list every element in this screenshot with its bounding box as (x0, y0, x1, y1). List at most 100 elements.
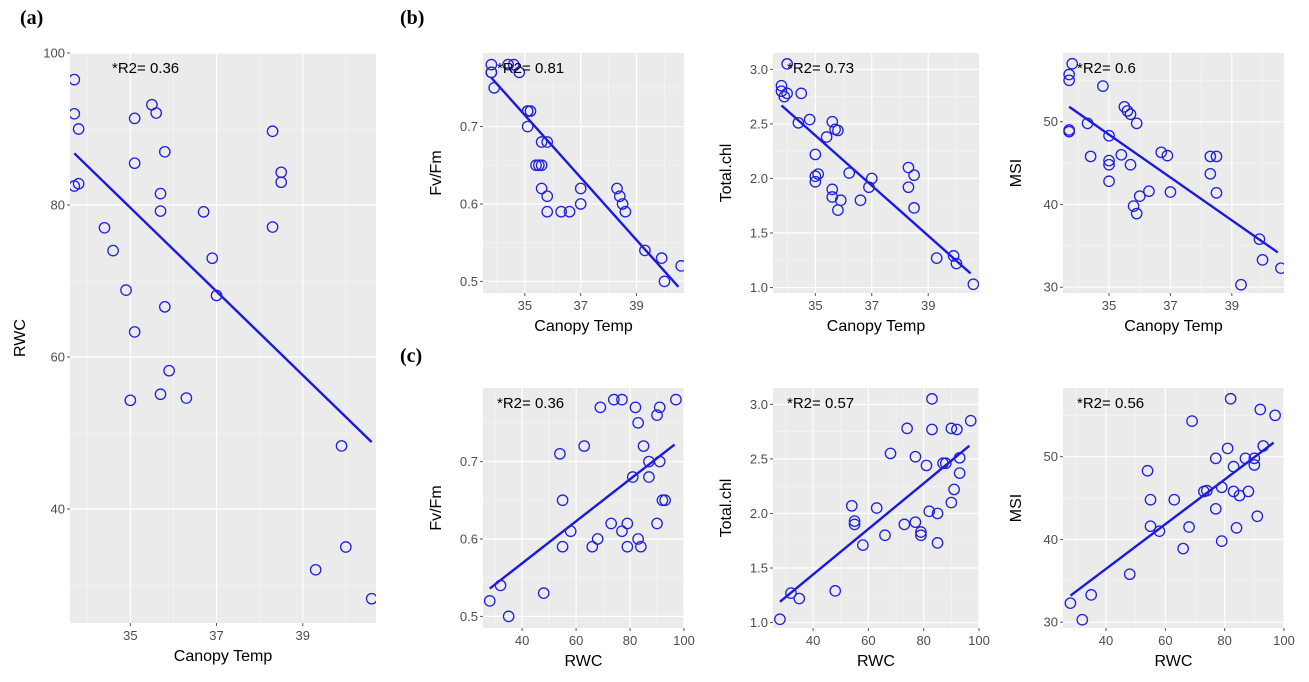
data-point (206, 252, 219, 265)
y-tick-label: 1.5 (750, 561, 768, 576)
data-point (128, 112, 141, 125)
x-tick-label: 39 (921, 298, 935, 313)
data-point (1063, 68, 1075, 81)
data-point (163, 364, 175, 377)
data-point (1124, 158, 1137, 171)
data-point (781, 58, 793, 70)
data-point (621, 517, 634, 530)
data-point (1153, 525, 1166, 538)
data-point (1230, 522, 1243, 534)
data-layer (485, 58, 684, 288)
data-point (608, 393, 620, 406)
x-tick-label: 37 (573, 298, 587, 313)
x-axis-title: Canopy Temp (1124, 318, 1223, 335)
data-point (339, 541, 352, 553)
data-point (70, 107, 81, 120)
data-point (70, 73, 81, 86)
data-point (530, 159, 542, 172)
data-point (632, 416, 644, 429)
panel-label-c: (c) (400, 345, 422, 367)
x-axis-title: Canopy Temp (174, 648, 273, 665)
data-point (616, 198, 629, 210)
data-point (639, 244, 651, 257)
data-point (1201, 484, 1213, 497)
x-tick-label: 100 (968, 633, 990, 648)
r2-annotation: *R2= 0.73 (787, 60, 854, 77)
chart-b3: 35 37 39 30 40 50 Canopy Temp MSI *R2= 0.6 (1008, 53, 1284, 335)
x-tick-label: 39 (1225, 298, 1239, 313)
data-point (947, 250, 960, 262)
data-point (781, 87, 793, 100)
data-point (502, 610, 515, 623)
panel-label-b: (b) (400, 7, 424, 29)
data-point (1168, 493, 1181, 506)
data-point (879, 529, 891, 542)
data-point (158, 145, 171, 158)
data-point (1127, 200, 1140, 212)
data-point (931, 507, 944, 520)
data-point (658, 275, 671, 288)
r2-annotation: *R2= 0.36 (112, 60, 179, 77)
data-point (792, 116, 805, 129)
data-point (909, 450, 922, 463)
data-point (197, 205, 210, 218)
y-tick-label: 2.5 (750, 116, 768, 131)
data-point (826, 183, 839, 196)
data-point (1076, 613, 1089, 626)
data-point (832, 124, 844, 137)
x-tick-label: 80 (623, 633, 637, 648)
r2-annotation: *R2= 0.81 (497, 60, 564, 77)
y-tick-label: 0.7 (460, 119, 478, 134)
y-tick-label: 1.0 (750, 280, 768, 295)
gridlines (70, 53, 376, 623)
data-point (1097, 80, 1109, 92)
data-point (931, 537, 944, 549)
data-layer (483, 393, 682, 623)
data-point (621, 540, 634, 553)
data-point (670, 393, 682, 406)
data-point (488, 81, 501, 94)
data-point (555, 205, 568, 218)
y-axis-title: Fv/Fm (428, 150, 445, 195)
data-point (1123, 568, 1136, 581)
regression-line (780, 104, 972, 275)
data-point (107, 244, 119, 257)
data-point (1275, 262, 1284, 275)
data-point (829, 585, 842, 597)
data-point (953, 451, 966, 464)
data-point (843, 167, 856, 179)
y-tick-label: 0.7 (460, 454, 478, 469)
data-point (578, 440, 591, 452)
plot-background (773, 388, 979, 628)
data-point (937, 457, 949, 470)
data-point (1063, 125, 1075, 138)
x-tick-label: 39 (629, 298, 643, 313)
regression-line (73, 152, 373, 443)
data-point (613, 190, 626, 203)
data-point (1215, 481, 1228, 494)
data-point (1143, 185, 1155, 198)
data-point (902, 161, 915, 174)
r2-annotation: *R2= 0.36 (497, 395, 564, 412)
data-point (521, 105, 534, 117)
data-point (848, 515, 861, 527)
data-point (923, 505, 936, 518)
x-tick-label: 60 (861, 633, 875, 648)
data-point (586, 540, 599, 553)
data-point (1269, 409, 1281, 422)
data-point (655, 252, 668, 265)
data-point (1209, 452, 1222, 465)
data-point (653, 455, 666, 468)
data-point (535, 136, 548, 148)
regression-line (489, 443, 676, 590)
data-point (1121, 105, 1134, 117)
y-tick-label: 100 (43, 46, 65, 61)
data-point (535, 159, 548, 172)
data-point (945, 422, 958, 435)
plot-background (1063, 388, 1284, 628)
y-tick-label: 0.6 (460, 531, 478, 546)
data-point (1085, 589, 1098, 601)
x-tick-label: 35 (518, 298, 532, 313)
data-point (1253, 233, 1266, 246)
